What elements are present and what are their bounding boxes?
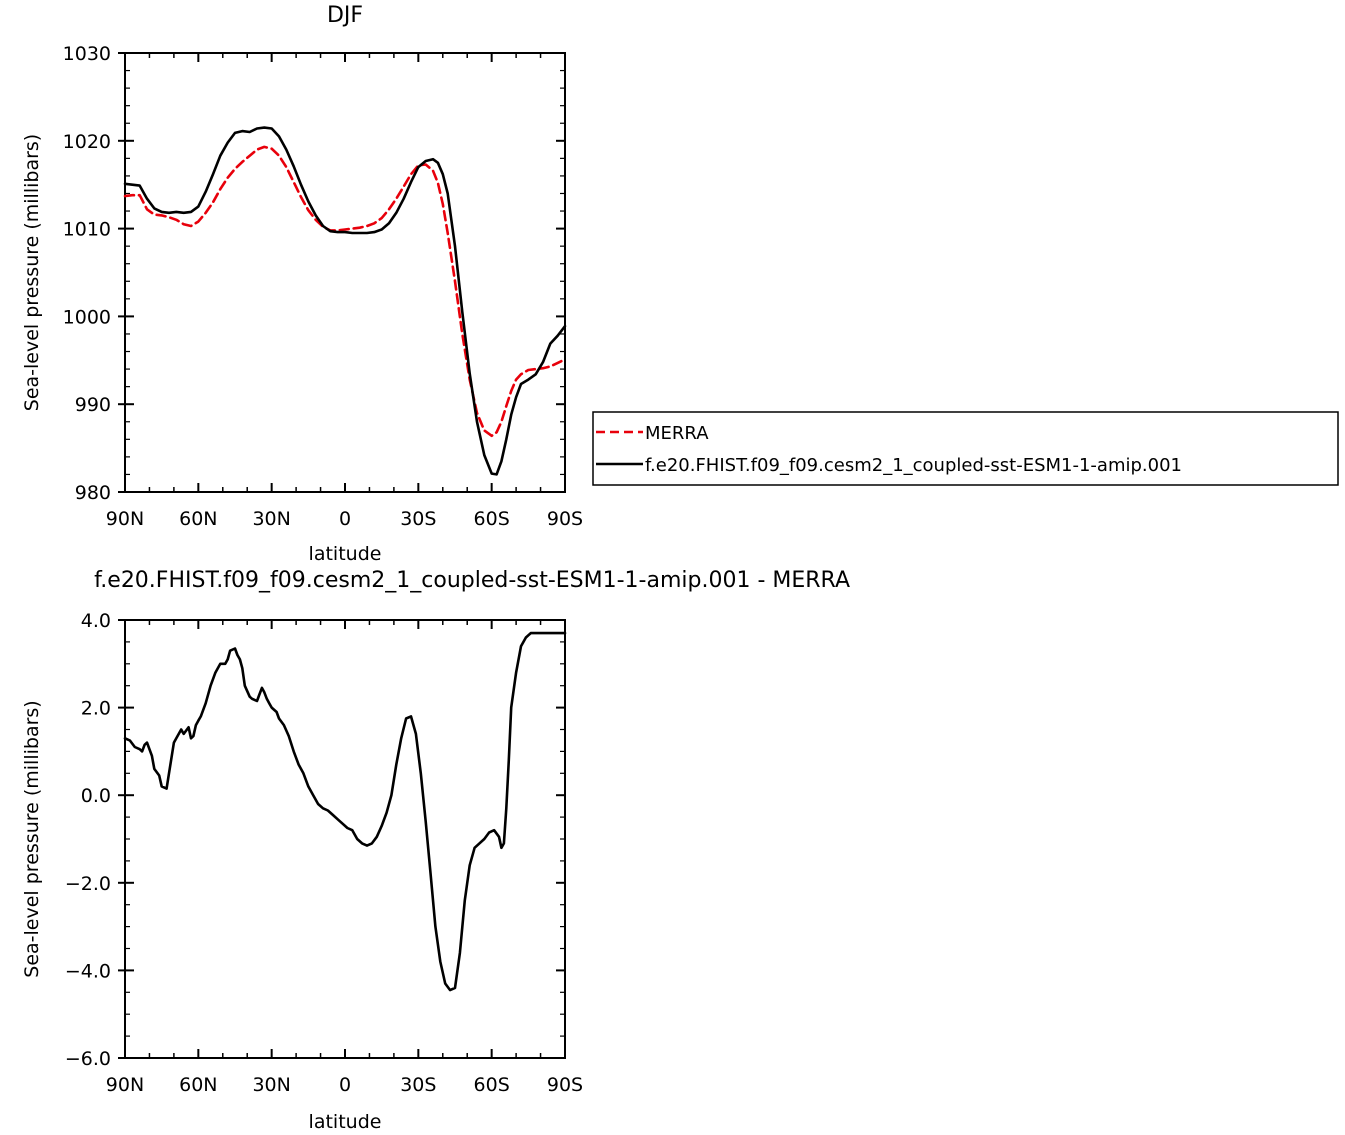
x-tick-label: 90S — [547, 508, 583, 530]
x-tick-label: 60S — [474, 1074, 510, 1096]
x-tick-label: 0 — [339, 508, 351, 530]
x-tick-label: 0 — [339, 1074, 351, 1096]
x-tick-label: 60N — [179, 1074, 217, 1096]
legend: MERRA f.e20.FHIST.f09_f09.cesm2_1_coupled… — [592, 411, 1339, 486]
y-tick-label: 4.0 — [81, 610, 111, 632]
chart-title: DJF — [327, 3, 363, 28]
y-tick-label: −4.0 — [65, 960, 111, 982]
series-line — [123, 145, 567, 438]
y-tick-label: 1020 — [63, 131, 111, 153]
x-tick-label: 60N — [179, 508, 217, 530]
x-axis-label: latitude — [309, 1111, 382, 1133]
x-tick-label: 90N — [106, 508, 144, 530]
x-tick-label: 60S — [474, 508, 510, 530]
y-tick-label: 1000 — [63, 306, 111, 328]
legend-label: MERRA — [645, 423, 709, 444]
series-line — [123, 126, 567, 476]
y-tick-label: −6.0 — [65, 1048, 111, 1070]
y-tick-label: 0.0 — [81, 785, 111, 807]
x-axis-label: latitude — [309, 543, 382, 565]
legend-box — [592, 411, 1339, 486]
x-tick-label: 90S — [547, 1074, 583, 1096]
y-axis-label: Sea-level pressure (millibars) — [21, 700, 43, 977]
bottom-panel: 90N 60N 30N 0 30S 60S 90S −6.0 −4.0 −2.0 0.0 2.0 4.0… — [21, 568, 850, 1133]
y-tick-label: 1010 — [63, 219, 111, 241]
y-tick-label: 990 — [75, 394, 111, 416]
legend-label: f.e20.FHIST.f09_f09.cesm2_1_coupled-sst-… — [645, 455, 1182, 476]
x-tick-label: 30N — [252, 1074, 290, 1096]
top-panel: 90N 60N 30N 0 30S 60S 90S 980 990 1000 1010 1020 103… — [21, 3, 583, 565]
x-tick-label: 90N — [106, 1074, 144, 1096]
x-tick-label: 30N — [252, 508, 290, 530]
x-tick-label: 30S — [400, 1074, 436, 1096]
y-tick-label: 980 — [75, 482, 111, 504]
chart-title: f.e20.FHIST.f09_f09.cesm2_1_coupled-sst-… — [94, 568, 850, 593]
y-axis-label: Sea-level pressure (millibars) — [21, 134, 43, 411]
y-tick-label: 2.0 — [81, 698, 111, 720]
y-tick-label: −2.0 — [65, 873, 111, 895]
x-tick-label: 30S — [400, 508, 436, 530]
y-tick-label: 1030 — [63, 43, 111, 65]
series-line — [123, 631, 567, 992]
